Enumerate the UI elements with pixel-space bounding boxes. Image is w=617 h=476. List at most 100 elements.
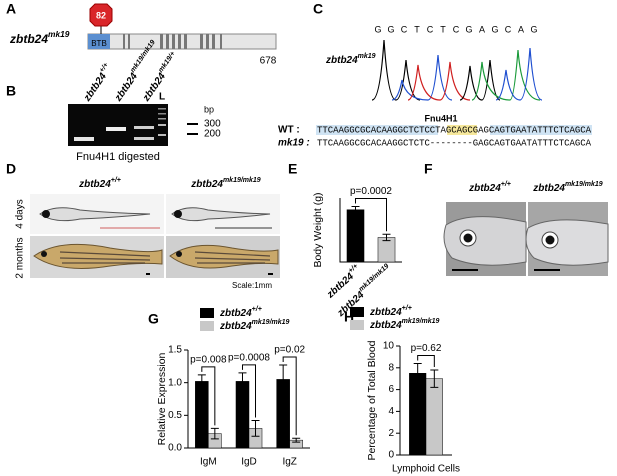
y-axis-label: Percentage of Total Blood [366,340,378,460]
seq-name: WT : [278,125,300,136]
btb-domain [88,34,110,49]
lane-label: zbtb24+/+ [80,62,115,104]
marker-label: 200 [204,129,221,140]
bracket [355,198,387,232]
p-value: p=0.0002 [350,186,392,197]
genotype-header: zbtb24mk19/mk19 [190,177,261,189]
sequence: TTCAAGGCGCACAAGGCTCTC--------GAGCAGTGAAT… [317,138,592,148]
base-call: T [440,24,446,34]
legend-label: zbtb24mk19/mk19 [369,318,440,330]
bar [409,373,427,456]
p-value: p=0.0008 [228,353,270,364]
genotype-header: zbtb24+/+ [468,181,511,193]
base-call: A [479,24,485,34]
panel-label: E [288,161,297,177]
stop-position: 82 [96,10,106,20]
genotype-header: zbtb24+/+ [78,177,121,189]
y-tick-label: 1.5 [168,345,182,356]
base-call: G [491,24,498,34]
y-tick-label: 0.5 [168,410,182,421]
bar [346,209,365,263]
y-tick-label: 6 [388,384,394,395]
highlight [316,125,438,135]
age-label: 4 days [15,199,26,228]
x-tick-label: IgD [241,457,257,468]
bar [425,378,443,456]
age-label: 2 months [15,237,26,278]
y-axis-label: Body Weight (g) [312,192,324,267]
x-tick-label: Lymphoid Cells [392,464,460,475]
bracket [417,354,435,367]
base-call: G [465,24,472,34]
error-bar [197,374,206,389]
unit-label: bp [204,104,214,114]
bar [195,381,209,449]
gel-caption: Fnu4H1 digested [76,151,160,163]
panel-label: A [6,1,16,17]
y-tick-label: 1.0 [168,377,182,388]
base-call: C [453,24,460,34]
legend-swatch [350,307,364,317]
y-tick-label: 8 [388,362,394,373]
p-value: p=0.62 [411,343,442,354]
legend-swatch [200,308,214,318]
error-bar [279,364,288,395]
base-call: C [401,24,408,34]
panel-label: H [344,309,354,325]
y-tick-label: 0.0 [168,443,182,454]
lane-label: L [159,92,165,103]
gel-bands [74,108,166,141]
protein-bar [87,33,277,50]
x-tick-label: IgM [200,457,217,468]
enzyme-label: Fnu4H1 [424,113,457,123]
y-axis-label: Relative Expression [156,352,168,445]
panel-label: C [313,1,323,17]
y-tick-label: 4 [388,406,394,417]
panel-label: G [148,311,159,327]
highlight [490,125,592,135]
base-call: G [387,24,394,34]
gene-name: zbtb24mk19 [9,29,70,46]
error-bar [430,369,439,388]
genotype-header: zbtb24mk19/mk19 [532,181,603,193]
error-bar [382,233,391,242]
domain-label: BTB [91,39,107,48]
error-bar [292,437,301,443]
error-bar [238,372,247,391]
larva-photos [30,194,280,234]
marker-label: 300 [204,119,221,130]
legend-label: zbtb24+/+ [369,305,412,317]
p-value: p=0.008 [190,354,227,365]
bracket [201,366,216,426]
base-call: C [427,24,434,34]
error-bar [351,206,360,214]
legend-label: zbtb24+/+ [219,306,262,318]
panel-label: F [424,161,433,177]
scale-note: Scale:1mm [232,281,272,290]
panel-label: D [6,161,16,177]
seq-name: mk19 : [278,138,310,149]
y-tick-label: 10 [383,341,395,352]
x-tick-label: IgZ [282,457,296,468]
base-call: A [518,24,524,34]
head-photos [443,202,609,276]
bar [235,381,250,449]
y-tick-label: 0 [388,450,394,461]
bracket [282,356,297,436]
error-bar [251,420,260,437]
error-bar [210,427,219,440]
base-call: G [530,24,537,34]
length-label: 678 [260,56,277,67]
error-bar [413,362,422,384]
adult-photos [30,236,280,278]
bracket [241,364,257,418]
p-value: p=0.02 [274,345,305,356]
chromatogram [371,39,543,101]
base-call: G [374,24,381,34]
legend-swatch [350,320,364,330]
genotype-label: zbtb24mk19 [325,53,376,65]
legend-swatch [200,321,214,331]
base-call: C [505,24,512,34]
